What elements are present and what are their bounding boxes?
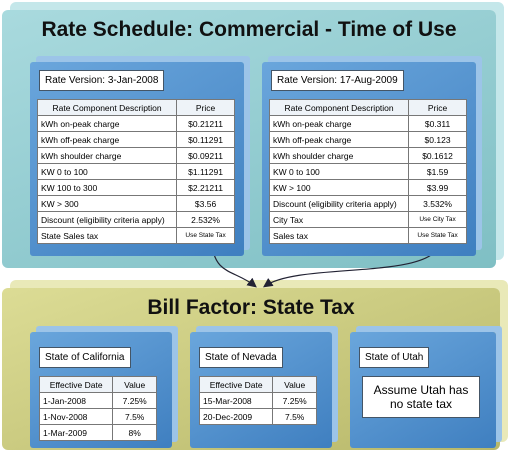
header-cell: Effective Date (38, 376, 114, 393)
state-box: State of California Effective Date Value 1-… (30, 332, 172, 448)
cell: 3.532% (408, 195, 467, 212)
rate-schedule-title: Rate Schedule: Commercial - Time of Use (41, 18, 457, 41)
row: 1-Mar-2009 8% (38, 424, 157, 441)
table: Effective Date Value 15-Mar-2008 7.25% 20-De… (198, 376, 317, 425)
cell: Use City Tax (408, 211, 467, 228)
cell: $1.59 (408, 163, 467, 180)
header-row: Rate Component Description Price (268, 99, 467, 116)
row: Sales tax Use State Tax (268, 227, 467, 244)
header-cell: Effective Date (198, 376, 274, 393)
state-box: State of Utah Assume Utah has no state ta… (350, 332, 496, 448)
cell: Use State Tax (176, 227, 235, 244)
row: 1-Jan-2008 7.25% (38, 392, 157, 409)
cell: Sales tax (268, 227, 410, 244)
rate-version-label: Rate Version: 17-Aug-2009 (271, 70, 404, 91)
cell: 8% (112, 424, 157, 441)
row: KW > 100 $3.99 (268, 179, 467, 196)
cell: $0.123 (408, 131, 467, 148)
header-cell: Rate Component Description (268, 99, 410, 116)
cell: kWh on-peak charge (268, 115, 410, 132)
cell: Use State Tax (408, 227, 467, 244)
rate-version-box: Rate Version: 3-Jan-2008 Rate Component D… (30, 62, 244, 256)
row: KW > 300 $3.56 (36, 195, 235, 212)
cell: 1-Jan-2008 (38, 392, 114, 409)
cell: kWh shoulder charge (36, 147, 178, 164)
state-note: Assume Utah has no state tax (362, 376, 480, 418)
cell: City Tax (268, 211, 410, 228)
row: kWh on-peak charge $0.21211 (36, 115, 235, 132)
header-cell: Value (112, 376, 157, 393)
state-box: State of Nevada Effective Date Value 15-Mar… (190, 332, 332, 448)
cell: KW 100 to 300 (36, 179, 178, 196)
cell: kWh off-peak charge (268, 131, 410, 148)
cell: 1-Nov-2008 (38, 408, 114, 425)
row: 1-Nov-2008 7.5% (38, 408, 157, 425)
cell: KW > 300 (36, 195, 178, 212)
cell: $2.21211 (176, 179, 235, 196)
cell: $3.56 (176, 195, 235, 212)
state-label: State of Utah (359, 347, 430, 368)
table: Rate Component Description Price kWh on-pe… (36, 99, 235, 244)
cell: $0.1612 (408, 147, 467, 164)
state-label: State of Nevada (199, 347, 283, 368)
cell: KW 0 to 100 (268, 163, 410, 180)
cell: $0.09211 (176, 147, 235, 164)
row: kWh on-peak charge $0.311 (268, 115, 467, 132)
cell: KW 0 to 100 (36, 163, 178, 180)
cell: kWh shoulder charge (268, 147, 410, 164)
cell: Discount (eligibility criteria apply) (268, 195, 410, 212)
row: City Tax Use City Tax (268, 211, 467, 228)
row: State Sales tax Use State Tax (36, 227, 235, 244)
cell: 7.5% (272, 408, 317, 425)
header-row: Effective Date Value (38, 376, 157, 393)
row: Discount (eligibility criteria apply) 3.5… (268, 195, 467, 212)
header-row: Effective Date Value (198, 376, 317, 393)
rate-version-box: Rate Version: 17-Aug-2009 Rate Component … (262, 62, 476, 256)
cell: 1-Mar-2009 (38, 424, 114, 441)
cell: $0.11291 (176, 131, 235, 148)
row: 20-Dec-2009 7.5% (198, 408, 317, 425)
bill-factor-title: Bill Factor: State Tax (147, 296, 355, 319)
cell: 7.25% (112, 392, 157, 409)
cell: $0.311 (408, 115, 467, 132)
row: Discount (eligibility criteria apply) 2.5… (36, 211, 235, 228)
header-cell: Value (272, 376, 317, 393)
cell: State Sales tax (36, 227, 178, 244)
cell: $1.11291 (176, 163, 235, 180)
header-row: Rate Component Description Price (36, 99, 235, 116)
cell: kWh on-peak charge (36, 115, 178, 132)
row: kWh shoulder charge $0.09211 (36, 147, 235, 164)
cell: 2.532% (176, 211, 235, 228)
row: KW 100 to 300 $2.21211 (36, 179, 235, 196)
cell: $0.21211 (176, 115, 235, 132)
cell: kWh off-peak charge (36, 131, 178, 148)
state-label: State of California (39, 347, 131, 368)
row: kWh off-peak charge $0.11291 (36, 131, 235, 148)
table: Rate Component Description Price kWh on-pe… (268, 99, 467, 244)
cell: 7.25% (272, 392, 317, 409)
cell: 20-Dec-2009 (198, 408, 274, 425)
row: KW 0 to 100 $1.59 (268, 163, 467, 180)
header-cell: Price (408, 99, 467, 116)
header-cell: Price (176, 99, 235, 116)
table: Effective Date Value 1-Jan-2008 7.25% 1-Nov-… (38, 376, 157, 441)
row: kWh off-peak charge $0.123 (268, 131, 467, 148)
rate-version-label: Rate Version: 3-Jan-2008 (39, 70, 165, 91)
header-cell: Rate Component Description (36, 99, 178, 116)
cell: Discount (eligibility criteria apply) (36, 211, 178, 228)
row: KW 0 to 100 $1.11291 (36, 163, 235, 180)
row: kWh shoulder charge $0.1612 (268, 147, 467, 164)
cell: 7.5% (112, 408, 157, 425)
row: 15-Mar-2008 7.25% (198, 392, 317, 409)
cell: KW > 100 (268, 179, 410, 196)
cell: $3.99 (408, 179, 467, 196)
cell: 15-Mar-2008 (198, 392, 274, 409)
